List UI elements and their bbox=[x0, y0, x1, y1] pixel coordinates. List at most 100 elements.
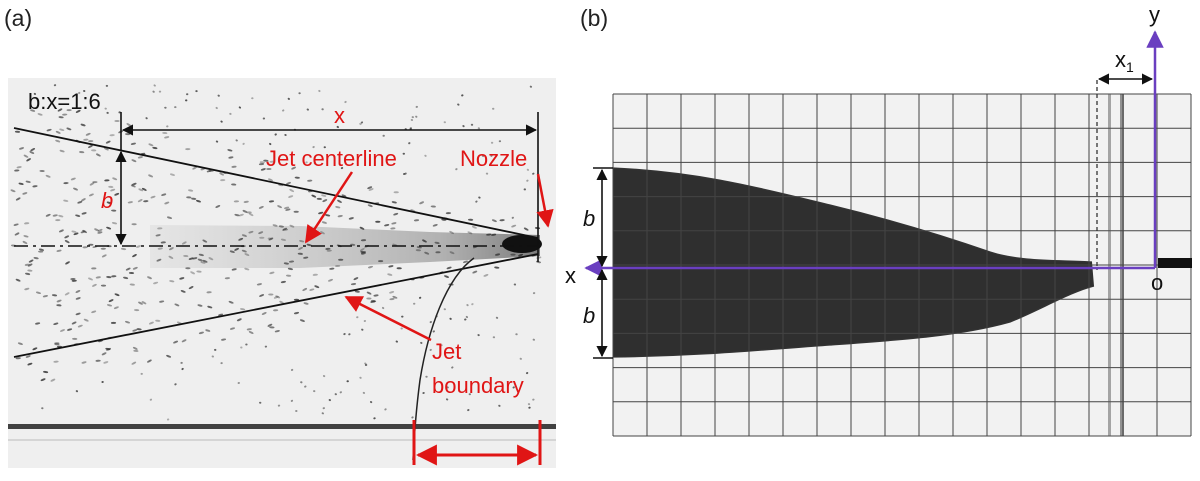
particle-speck bbox=[32, 185, 38, 188]
particle-speck bbox=[285, 208, 291, 211]
particle-speck bbox=[468, 393, 471, 396]
particle-speck bbox=[136, 328, 142, 331]
particle-speck bbox=[129, 283, 135, 286]
particle-speck bbox=[422, 391, 425, 395]
particle-speck bbox=[104, 179, 110, 182]
particle-speck bbox=[465, 315, 469, 319]
particle-speck bbox=[186, 93, 189, 96]
particle-speck bbox=[263, 159, 269, 162]
particle-speck bbox=[215, 140, 219, 143]
particle-speck bbox=[206, 291, 212, 294]
particle-speck bbox=[64, 235, 70, 239]
particle-speck bbox=[446, 386, 449, 389]
particle-speck bbox=[42, 295, 48, 298]
particle-speck bbox=[526, 168, 530, 171]
particle-speck bbox=[190, 271, 195, 275]
particle-speck bbox=[215, 106, 218, 110]
y-axis-label: y bbox=[1149, 2, 1160, 27]
particle-speck bbox=[81, 212, 87, 215]
particle-speck bbox=[104, 147, 109, 151]
particle-speck bbox=[148, 321, 154, 325]
particle-speck bbox=[279, 300, 284, 304]
particle-speck bbox=[128, 271, 135, 275]
particle-speck bbox=[131, 223, 137, 226]
particle-speck bbox=[130, 184, 136, 188]
lower-spread-line bbox=[13, 253, 539, 358]
particle-speck bbox=[148, 143, 154, 147]
particle-speck bbox=[83, 318, 89, 322]
particle-speck bbox=[35, 291, 42, 294]
particle-speck bbox=[124, 320, 131, 324]
particle-speck bbox=[166, 355, 172, 358]
streak-right bbox=[1120, 94, 1124, 436]
particle-speck bbox=[110, 188, 116, 192]
particle-speck bbox=[286, 181, 291, 185]
boundary-label-line1: Jet bbox=[432, 339, 461, 364]
nozzle-pipe bbox=[1158, 258, 1192, 268]
particle-speck bbox=[131, 159, 137, 163]
particle-speck bbox=[228, 156, 234, 159]
particle-speck bbox=[53, 84, 57, 87]
particle-speck bbox=[14, 169, 20, 172]
particle-speck bbox=[132, 266, 138, 270]
particle-speck bbox=[26, 158, 31, 162]
particle-speck bbox=[97, 228, 103, 232]
boundary-label-line2: boundary bbox=[432, 373, 524, 398]
streak-left bbox=[1108, 94, 1111, 436]
centerline-pointer-arrow bbox=[304, 171, 354, 244]
particle-speck bbox=[66, 109, 72, 112]
particle-speck bbox=[410, 118, 414, 122]
particle-speck bbox=[286, 274, 292, 277]
particle-speck bbox=[322, 375, 326, 378]
particle-speck bbox=[219, 172, 224, 176]
particle-speck bbox=[490, 154, 493, 157]
particle-speck bbox=[94, 228, 99, 232]
particle-speck bbox=[138, 301, 143, 305]
b-lower-label: b bbox=[583, 303, 595, 328]
particle-speck bbox=[133, 349, 139, 352]
particle-speck bbox=[105, 84, 109, 87]
particle-speck bbox=[132, 346, 138, 350]
particle-speck bbox=[449, 317, 452, 320]
particle-speck bbox=[101, 380, 104, 384]
particle-speck bbox=[229, 327, 236, 330]
particle-speck bbox=[429, 348, 432, 351]
particle-speck bbox=[321, 221, 327, 224]
particle-speck bbox=[391, 222, 397, 225]
particle-speck bbox=[290, 368, 294, 371]
centerline-label: Jet centerline bbox=[266, 146, 397, 171]
b-label: b bbox=[101, 188, 113, 213]
particle-speck bbox=[298, 92, 301, 95]
particle-speck bbox=[198, 331, 204, 335]
particle-speck bbox=[413, 302, 416, 305]
particle-speck bbox=[309, 288, 315, 291]
particle-speck bbox=[413, 219, 420, 222]
particle-speck bbox=[231, 165, 237, 168]
particle-speck bbox=[158, 90, 162, 93]
particle-speck bbox=[220, 338, 227, 341]
particle-speck bbox=[258, 163, 265, 166]
particle-speck bbox=[367, 265, 374, 269]
particle-speck bbox=[420, 341, 423, 344]
particle-speck bbox=[256, 283, 262, 286]
particle-speck bbox=[15, 357, 21, 360]
particle-speck bbox=[312, 273, 318, 276]
particle-speck bbox=[161, 193, 167, 196]
particle-speck bbox=[363, 319, 367, 323]
particle-speck bbox=[280, 280, 286, 284]
particle-speck bbox=[369, 401, 373, 404]
particle-speck bbox=[519, 357, 522, 360]
particle-speck bbox=[169, 173, 176, 176]
particle-speck bbox=[67, 328, 73, 331]
particle-speck bbox=[269, 160, 275, 163]
particle-speck bbox=[65, 261, 70, 265]
particle-speck bbox=[242, 142, 245, 145]
particle-speck bbox=[114, 119, 120, 123]
particle-speck bbox=[268, 293, 274, 296]
particle-speck bbox=[173, 340, 179, 344]
particle-speck bbox=[268, 178, 273, 182]
particle-speck bbox=[322, 407, 325, 410]
nozzle-exit-blob bbox=[502, 235, 542, 253]
particle-speck bbox=[22, 241, 28, 244]
particle-speck bbox=[169, 280, 175, 283]
